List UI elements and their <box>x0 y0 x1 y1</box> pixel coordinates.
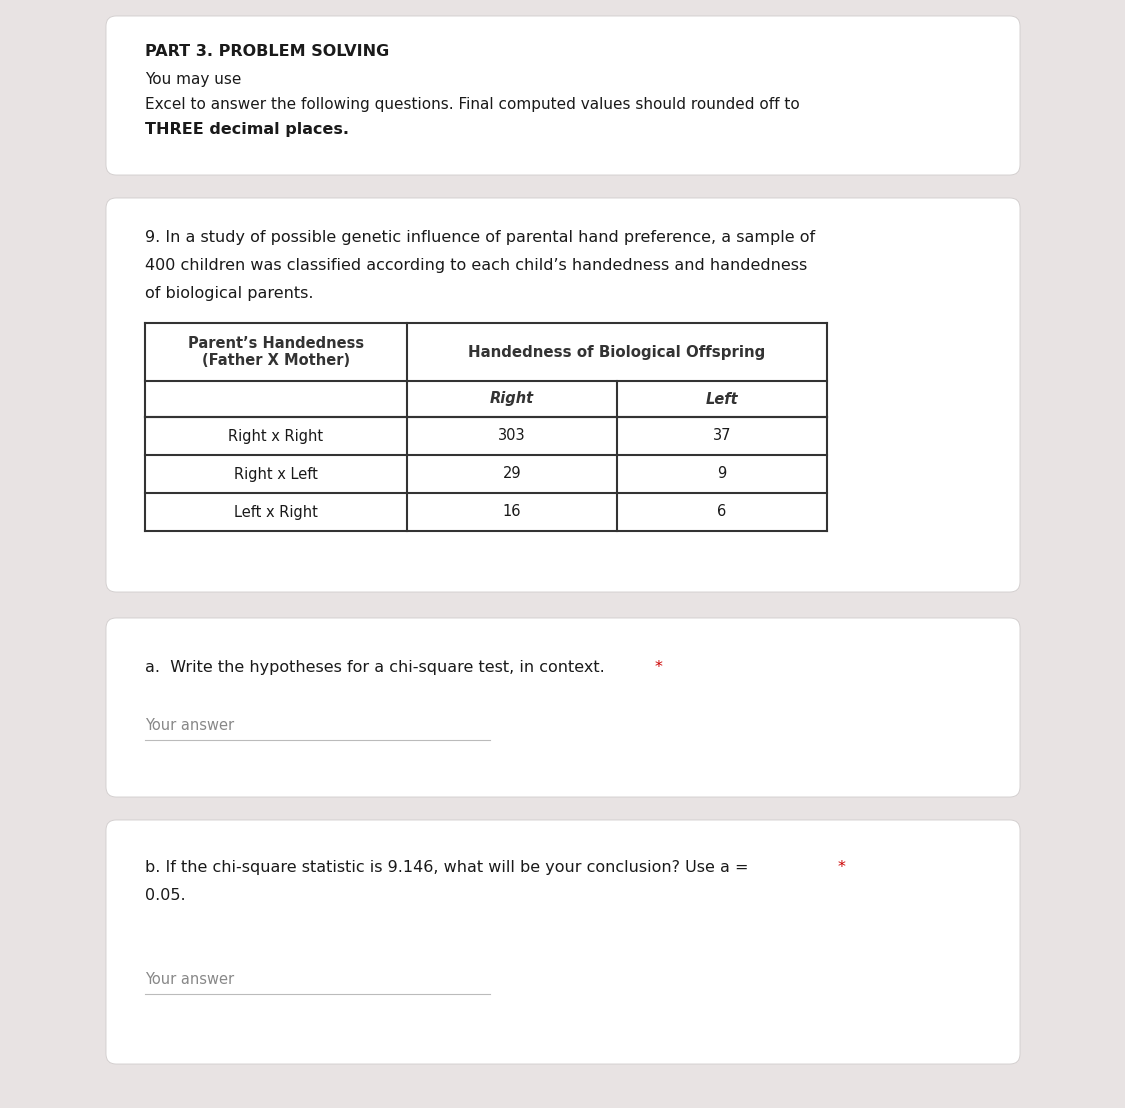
Text: 400 children was classified according to each child’s handedness and handedness: 400 children was classified according to… <box>145 258 808 273</box>
FancyBboxPatch shape <box>106 198 1020 592</box>
Text: 9. In a study of possible genetic influence of parental hand preference, a sampl: 9. In a study of possible genetic influe… <box>145 230 816 245</box>
Text: Your answer: Your answer <box>145 972 234 987</box>
Text: Right x Right: Right x Right <box>228 429 324 443</box>
Text: *: * <box>838 860 846 875</box>
FancyBboxPatch shape <box>106 820 1020 1064</box>
Text: 303: 303 <box>498 429 525 443</box>
Text: b. If the chi-square statistic is 9.146, what will be your conclusion? Use a =: b. If the chi-square statistic is 9.146,… <box>145 860 754 875</box>
Text: Right x Left: Right x Left <box>234 466 318 482</box>
Text: You may use: You may use <box>145 72 242 88</box>
Text: Right: Right <box>490 391 534 407</box>
FancyBboxPatch shape <box>106 618 1020 797</box>
Text: a.  Write the hypotheses for a chi-square test, in context.: a. Write the hypotheses for a chi-square… <box>145 660 605 675</box>
Text: *: * <box>655 660 663 675</box>
Text: Handedness of Biological Offspring: Handedness of Biological Offspring <box>468 345 766 359</box>
Text: 9: 9 <box>718 466 727 482</box>
FancyBboxPatch shape <box>106 16 1020 175</box>
Text: Your answer: Your answer <box>145 718 234 733</box>
Text: 37: 37 <box>713 429 731 443</box>
Text: Parent’s Handedness
(Father X Mother): Parent’s Handedness (Father X Mother) <box>188 336 364 368</box>
Text: of biological parents.: of biological parents. <box>145 286 314 301</box>
Text: PART 3. PROBLEM SOLVING: PART 3. PROBLEM SOLVING <box>145 44 389 59</box>
Text: 6: 6 <box>718 504 727 520</box>
Text: 29: 29 <box>503 466 521 482</box>
Text: 16: 16 <box>503 504 521 520</box>
Text: Excel to answer the following questions. Final computed values should rounded of: Excel to answer the following questions.… <box>145 98 800 112</box>
Text: Left x Right: Left x Right <box>234 504 318 520</box>
Text: 0.05.: 0.05. <box>145 888 186 903</box>
Text: THREE decimal places.: THREE decimal places. <box>145 122 349 137</box>
Text: Left: Left <box>705 391 738 407</box>
